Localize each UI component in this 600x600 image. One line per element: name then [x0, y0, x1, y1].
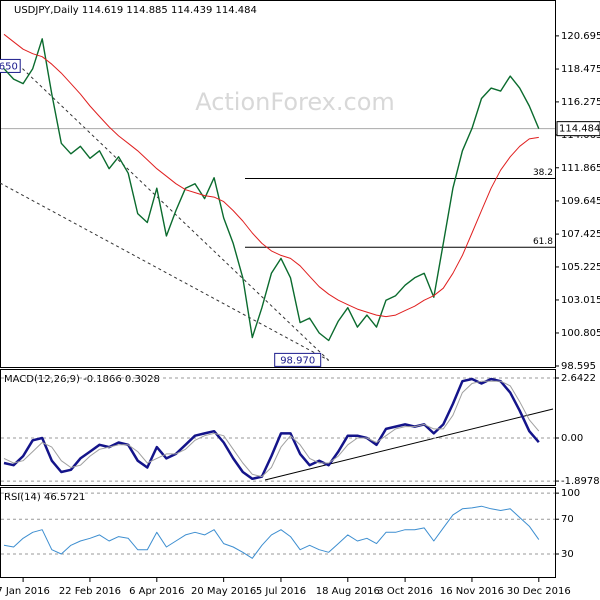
- macd-frame: [0, 369, 556, 486]
- fib-label: 61.8: [533, 237, 553, 247]
- y-tick-label: 100.805: [561, 328, 600, 339]
- x-tick-label: 18 Aug 2016: [316, 586, 380, 597]
- x-tick-label: 7 Jan 2016: [0, 586, 50, 597]
- y-tick-label: 107.425: [561, 229, 600, 240]
- series-line: [3, 505, 540, 559]
- trendline: [19, 66, 330, 361]
- x-tick-label: 6 Apr 2016: [129, 586, 184, 597]
- y-tick-label: -1.8978: [561, 476, 600, 487]
- y-tick-label: 100: [561, 488, 580, 499]
- y-tick-label: 2.6422: [561, 373, 596, 384]
- panel-title: MACD(12,26,9) -0.1866 0.3028: [4, 374, 160, 385]
- series-line: [3, 380, 540, 478]
- y-tick-label: 30: [561, 549, 574, 560]
- x-tick-label: 20 May 2016: [191, 586, 256, 597]
- price-frame: [0, 0, 556, 368]
- x-tick-label: 30 Dec 2016: [507, 586, 571, 597]
- panel-title: RSI(14) 46.5721: [4, 492, 85, 503]
- y-tick-label: 0.00: [561, 433, 583, 444]
- macd-trendline: [264, 408, 554, 481]
- trendline-left: [0, 182, 329, 361]
- y-tick-label: 120.695: [561, 31, 600, 42]
- rsi-frame: [0, 487, 556, 578]
- watermark: ActionForex.com: [195, 88, 395, 116]
- annotation-label: 98.970: [280, 355, 315, 366]
- x-tick-label: 22 Feb 2016: [59, 586, 121, 597]
- y-tick-label: 116.275: [561, 97, 600, 108]
- series-line: [3, 33, 539, 318]
- annotation-box: [274, 352, 322, 367]
- last-price-label: 114.484: [559, 124, 600, 135]
- fib-label: 38.2: [533, 168, 553, 178]
- y-tick-label: 109.645: [561, 196, 600, 207]
- y-tick-label: 103.015: [561, 295, 600, 306]
- y-tick-label: 105.225: [561, 262, 600, 273]
- y-tick-label: 98.595: [561, 361, 596, 372]
- series-line: [3, 38, 540, 342]
- x-tick-label: 3 Oct 2016: [377, 586, 432, 597]
- annotation-label: 118.650: [0, 61, 18, 72]
- last-price-box: [556, 121, 600, 137]
- panel-title: USDJPY,Daily 114.619 114.885 114.439 114…: [14, 5, 257, 16]
- y-tick-label: 111.865: [561, 163, 600, 174]
- y-tick-label: 118.475: [561, 64, 600, 75]
- y-tick-label: 70: [561, 514, 574, 525]
- x-tick-label: 5 Jul 2016: [256, 586, 306, 597]
- x-tick-label: 16 Nov 2016: [440, 586, 504, 597]
- series-line: [3, 377, 540, 481]
